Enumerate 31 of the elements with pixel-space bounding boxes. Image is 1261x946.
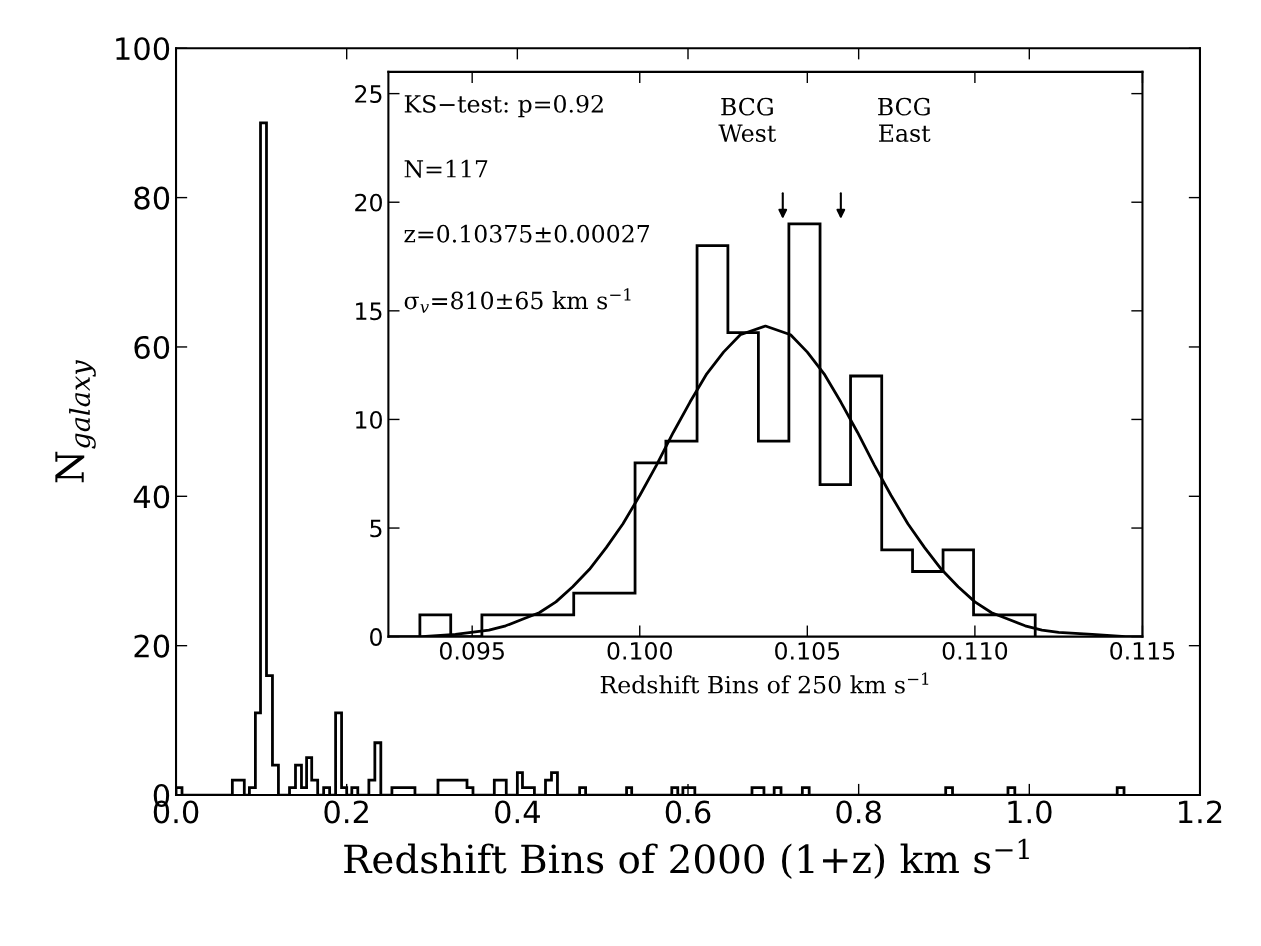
x-tick-label: 1.0 <box>1008 800 1052 824</box>
annotation: σ$_{v}$=810±65 km s$^{−1}$ <box>404 288 631 313</box>
y-axis-title: N$_{galaxy}$ <box>55 360 96 483</box>
y-tick-label: 10 <box>356 410 382 429</box>
x-tick-label: 0.115 <box>1110 641 1175 660</box>
x-tick-label: 0.8 <box>836 800 881 824</box>
y-tick-label: 5 <box>370 519 382 538</box>
x-tick-label: 0.110 <box>942 641 1008 660</box>
x-tick-label: 0.6 <box>665 800 711 824</box>
y-tick-label: 40 <box>133 485 170 509</box>
y-tick-label: 15 <box>356 302 382 321</box>
annotation: KS−test: p=0.92 <box>404 94 603 118</box>
y-tick-label: 25 <box>355 85 382 103</box>
y-tick-label: 80 <box>134 186 170 210</box>
y-tick-label: 20 <box>355 193 382 212</box>
x-tick-label: 0.095 <box>439 641 504 660</box>
x-axis-title: Redshift Bins of 250 km s$^{−1}$ <box>600 672 929 694</box>
x-tick-label: 0.4 <box>495 800 540 824</box>
y-tick-label: 20 <box>134 634 170 658</box>
x-axis-title: Redshift Bins of 2000 (1+z) km s$^{−1}$ <box>344 838 1029 880</box>
x-tick-label: 1.2 <box>1179 800 1222 824</box>
annotation: z=0.10375±0.00027 <box>404 224 650 243</box>
y-tick-label: 0 <box>370 628 382 646</box>
x-tick-label: 0.105 <box>775 641 840 660</box>
x-tick-label: 0.2 <box>324 800 368 824</box>
annotation: BCG West <box>718 97 777 143</box>
y-tick-label: 60 <box>134 335 170 359</box>
annotation: BCG East <box>878 97 931 143</box>
annotation: N=117 <box>404 159 488 178</box>
y-tick-label: 100 <box>116 37 170 61</box>
x-tick-label: 0.100 <box>607 641 672 660</box>
